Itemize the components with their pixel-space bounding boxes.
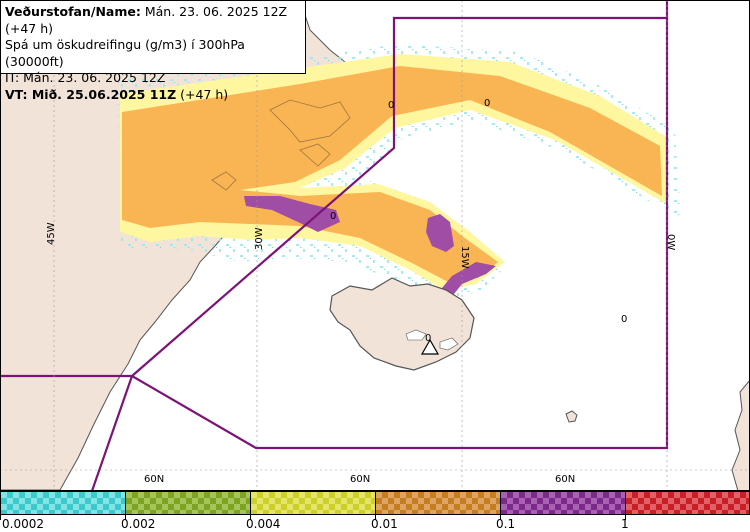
legend-tick [625,515,626,520]
contour-label: 0 [621,314,627,325]
legend-tick [125,515,126,520]
legend-swatch [375,491,501,515]
agency-label: Veðurstofan/Name: [5,4,141,19]
lon-label-30w: 30W [254,227,265,250]
ash-plume-high-west [244,196,340,232]
contour-label: 0 [425,333,431,344]
legend-label: 0.002 [121,517,156,531]
lon-label-0w: 0W [665,234,676,250]
agency-line: Veðurstofan/Name: Mán. 23. 06. 2025 12Z … [5,4,301,37]
faroe-islands [565,410,578,423]
agency-value: Mán. 23. 06. 2025 12Z (+47 h) [5,4,288,36]
contour-label: 0 [388,100,394,111]
legend-tick [500,515,501,520]
contour-label: 0 [330,211,336,222]
volcano-source-icon [420,338,440,355]
valid-time: VT: Mið. 25.06.2025 11Z [5,86,177,102]
norway-coast [731,379,750,491]
graticule [0,0,750,491]
valid-time-line: VT: Mið. 25.06.2025 11Z (+47 h) [5,87,301,104]
legend-tick [250,515,251,520]
legend-swatch [250,491,376,515]
initial-time: IT: Mán. 23. 06. 2025 12Z [5,70,166,85]
legend-swatch [0,491,126,515]
legend-label: 0.01 [371,517,398,531]
legend-tick [0,515,1,520]
legend-label: 0.0002 [2,517,44,531]
legend-label: 0.1 [496,517,516,531]
product-line: Spá um öskudreifingu (g/m3) í 300hPa (30… [5,37,245,69]
legend-swatch [125,491,251,515]
lon-label-15w: 15W [459,246,470,269]
contour-label: 0 [484,98,490,109]
lat-label-60n-a: 60N [144,474,164,485]
iceland-glacier [405,329,459,351]
legend-label: 1 [621,517,629,531]
lat-label-60n-c: 60N [555,474,575,485]
greenland-coast-detail [211,99,351,191]
concentration-legend: 0.0002 0.002 0.004 0.01 0.1 1 [0,491,750,532]
iceland-landmass [329,277,475,371]
legend-swatch [625,491,750,515]
lon-label-45w: 45W [46,222,57,245]
forecast-info-box: Veðurstofan/Name: Mán. 23. 06. 2025 12Z … [0,0,306,102]
valid-suffix: (+47 h) [180,86,229,102]
legend-tick [375,515,376,520]
legend-label: 0.004 [246,517,281,531]
legend-swatch [500,491,626,515]
lat-label-60n-b: 60N [350,474,370,485]
ash-plume-high-east [426,214,454,252]
